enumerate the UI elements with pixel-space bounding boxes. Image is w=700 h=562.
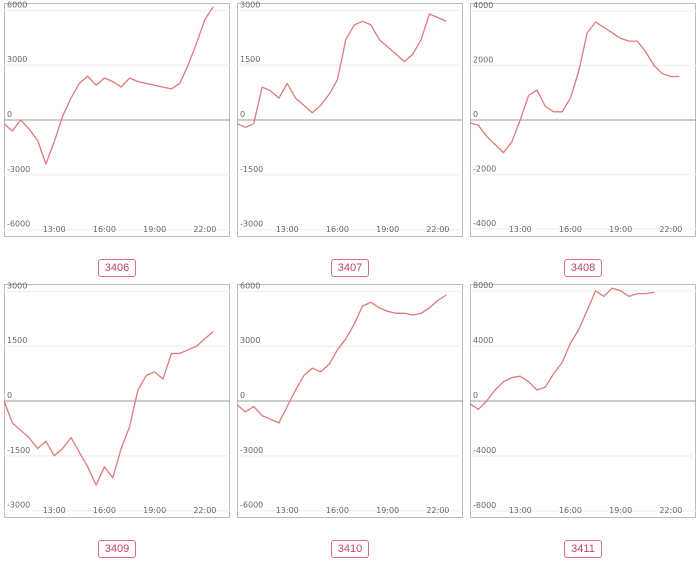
x-tick-label: 19:00: [609, 506, 632, 515]
chart-panel-3409: 3000 1500 0 -1500 -3000 13:00 16:00 19:00 22:00 3…: [3, 281, 230, 558]
y-tick-label: 0: [240, 391, 245, 400]
y-tick-label: -6000: [240, 501, 263, 510]
series-line: [469, 287, 655, 410]
chart-label: 3406: [98, 259, 136, 277]
x-tick-label: 16:00: [559, 225, 582, 234]
x-tick-label: 22:00: [659, 506, 682, 515]
x-tick-label: 13:00: [276, 506, 299, 515]
x-tick-label: 19:00: [376, 506, 399, 515]
y-tick-label: 1500: [240, 55, 260, 64]
chart-panel-3406: 6000 3000 0 -3000 -6000 13:00 16:00 19:00 22:00 3…: [3, 0, 230, 277]
y-tick-label: -4000: [473, 446, 496, 455]
chart-svg: 6000 3000 0 -3000 -6000 13:00 16:00 19:00 22:00: [3, 0, 230, 237]
series-line: [469, 21, 680, 154]
y-tick-label: 3000: [7, 281, 27, 290]
chart-svg: 8000 4000 0 -4000 -8000 13:00 16:00 19:00 22:00: [469, 281, 696, 518]
series-line: [3, 6, 214, 165]
y-tick-label: 4000: [473, 1, 493, 10]
x-tick-label: 16:00: [93, 225, 116, 234]
x-tick-label: 16:00: [559, 506, 582, 515]
series-line: [236, 13, 447, 128]
x-tick-label: 22:00: [659, 225, 682, 234]
y-tick-label: -3000: [240, 446, 263, 455]
chart-label: 3409: [98, 540, 136, 558]
chart-svg: 3000 1500 0 -1500 -3000 13:00 16:00 19:00 22:00: [236, 0, 463, 237]
chart-panel-3407: 3000 1500 0 -1500 -3000 13:00 16:00 19:00 22:00 3…: [236, 0, 463, 277]
y-tick-label: -3000: [7, 165, 30, 174]
y-tick-label: 0: [240, 110, 245, 119]
x-tick-label: 22:00: [426, 225, 449, 234]
y-tick-label: 6000: [7, 0, 27, 9]
x-tick-label: 22:00: [426, 506, 449, 515]
y-tick-label: 0: [7, 110, 12, 119]
y-tick-label: 3000: [240, 336, 260, 345]
chart-svg: 3000 1500 0 -1500 -3000 13:00 16:00 19:00 22:00: [3, 281, 230, 518]
y-tick-label: 2000: [473, 56, 493, 65]
x-tick-label: 19:00: [143, 225, 166, 234]
y-tick-label: 4000: [473, 336, 493, 345]
chart-svg: 4000 2000 0 -2000 -4000 13:00 16:00 19:00 22:00: [469, 1, 696, 237]
x-tick-label: 19:00: [376, 225, 399, 234]
y-tick-label: 6000: [240, 281, 260, 290]
y-tick-label: -2000: [473, 164, 496, 173]
y-tick-label: 0: [473, 391, 478, 400]
x-tick-label: 13:00: [509, 225, 532, 234]
chart-panel-3411: 8000 4000 0 -4000 -8000 13:00 16:00 19:00 22:00 3…: [469, 281, 696, 558]
y-tick-label: -3000: [7, 501, 30, 510]
x-tick-label: 13:00: [43, 225, 66, 234]
y-tick-label: 0: [473, 110, 478, 119]
series-line: [3, 331, 214, 486]
chart-svg: 6000 3000 0 -3000 -6000 13:00 16:00 19:00 22:00: [236, 281, 463, 518]
x-tick-label: 22:00: [193, 225, 216, 234]
chart-label: 3410: [331, 540, 369, 558]
series-line: [236, 294, 447, 424]
x-tick-label: 16:00: [326, 506, 349, 515]
y-tick-label: -3000: [240, 220, 263, 229]
y-tick-label: -8000: [473, 501, 496, 510]
x-tick-label: 16:00: [326, 225, 349, 234]
x-tick-label: 13:00: [276, 225, 299, 234]
y-tick-label: -1500: [240, 165, 263, 174]
y-tick-label: -4000: [473, 219, 496, 228]
y-tick-label: 1500: [7, 336, 27, 345]
y-tick-label: -6000: [7, 220, 30, 229]
x-tick-label: 19:00: [609, 225, 632, 234]
y-tick-label: 3000: [240, 0, 260, 9]
x-tick-label: 19:00: [143, 506, 166, 515]
x-tick-label: 16:00: [93, 506, 116, 515]
y-tick-label: 0: [7, 391, 12, 400]
x-tick-label: 13:00: [509, 506, 532, 515]
chart-panel-3410: 6000 3000 0 -3000 -6000 13:00 16:00 19:00 22:00 3…: [236, 281, 463, 558]
chart-label: 3407: [331, 259, 369, 277]
chart-label: 3408: [564, 259, 602, 277]
chart-panel-3408: 4000 2000 0 -2000 -4000 13:00 16:00 19:00 22:00 3…: [469, 1, 696, 277]
y-tick-label: 8000: [473, 281, 493, 290]
x-tick-label: 22:00: [193, 506, 216, 515]
x-tick-label: 13:00: [43, 506, 66, 515]
y-tick-label: 3000: [7, 55, 27, 64]
chart-label: 3411: [564, 540, 602, 558]
y-tick-label: -1500: [7, 446, 30, 455]
